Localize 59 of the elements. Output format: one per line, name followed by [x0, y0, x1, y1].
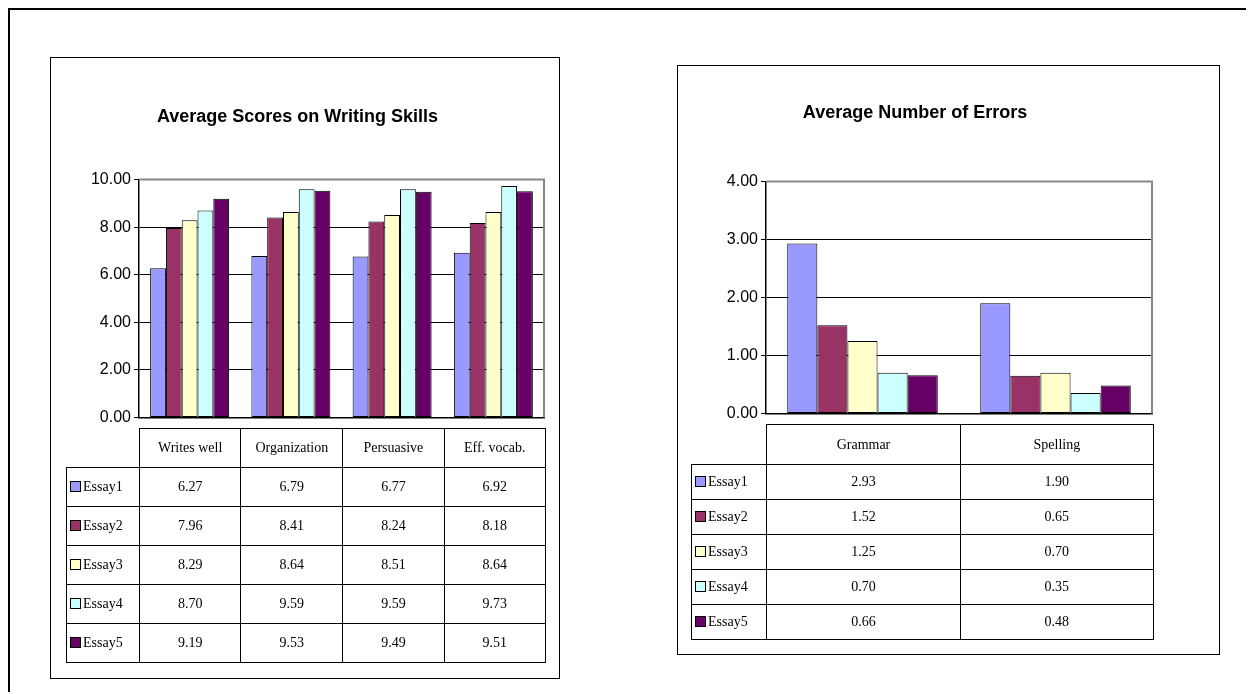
data-label: 0.48: [960, 604, 1154, 640]
y-tick-label: 0.00: [99, 407, 132, 425]
y-tick-label: 1.00: [726, 345, 759, 363]
y-tick-label: 6.00: [99, 265, 132, 283]
legend-label: Essay4: [66, 584, 140, 624]
x-tick-label: Writes well: [139, 428, 241, 468]
data-label: 9.49: [342, 623, 445, 663]
data-label: 9.59: [240, 584, 343, 624]
data-label: 8.70: [139, 584, 241, 624]
chart-title: Average Scores on Writing Skills: [156, 105, 439, 126]
data-label: 0.70: [766, 569, 961, 605]
y-tick-label: 3.00: [726, 229, 759, 247]
x-tick-label: Spelling: [960, 424, 1154, 465]
x-tick-label: Eff. vocab.: [444, 428, 546, 468]
data-label: 8.29: [139, 545, 241, 585]
legend-label: Essay5: [66, 623, 140, 663]
y-tick-label: 8.00: [99, 217, 132, 235]
data-label: 2.93: [766, 464, 961, 500]
y-tick-label: 2.00: [726, 287, 759, 305]
data-label: 0.65: [960, 499, 1154, 535]
data-label: 6.79: [240, 467, 343, 507]
x-tick-label: Persuasive: [342, 428, 445, 468]
data-label: 9.59: [342, 584, 445, 624]
data-label: 8.41: [240, 506, 343, 546]
data-label: 1.90: [960, 464, 1154, 500]
data-label: 1.25: [766, 534, 961, 570]
x-tick-label: Organization: [240, 428, 343, 468]
data-label: 9.19: [139, 623, 241, 663]
data-label: 8.18: [444, 506, 546, 546]
chart-title: Average Number of Errors: [802, 101, 1028, 122]
legend-label: Essay3: [66, 545, 140, 585]
data-label: 8.64: [240, 545, 343, 585]
data-label: 0.70: [960, 534, 1154, 570]
y-tick-label: 4.00: [99, 312, 132, 330]
y-tick-label: 4.00: [726, 172, 759, 190]
legend-label: Essay3: [691, 534, 767, 570]
data-label: 9.51: [444, 623, 546, 663]
data-label: 0.35: [960, 569, 1154, 605]
data-label: 6.92: [444, 467, 546, 507]
data-label: 8.51: [342, 545, 445, 585]
legend-label: Essay4: [691, 569, 767, 605]
legend-label: Essay2: [691, 499, 767, 535]
data-label: 0.66: [766, 604, 961, 640]
data-label: 9.73: [444, 584, 546, 624]
legend-label: Essay5: [691, 604, 767, 640]
legend-label: Essay2: [66, 506, 140, 546]
data-label: 6.77: [342, 467, 445, 507]
y-tick-label: 0.00: [726, 403, 759, 421]
x-tick-label: Grammar: [766, 424, 961, 465]
data-label: 9.53: [240, 623, 343, 663]
y-tick-label: 10.00: [90, 170, 132, 188]
legend-label: Essay1: [66, 467, 140, 507]
y-tick-label: 2.00: [99, 360, 132, 378]
legend-label: Essay1: [691, 464, 767, 500]
data-label: 7.96: [139, 506, 241, 546]
data-label: 8.64: [444, 545, 546, 585]
data-label: 6.27: [139, 467, 241, 507]
data-label: 8.24: [342, 506, 445, 546]
data-label: 1.52: [766, 499, 961, 535]
